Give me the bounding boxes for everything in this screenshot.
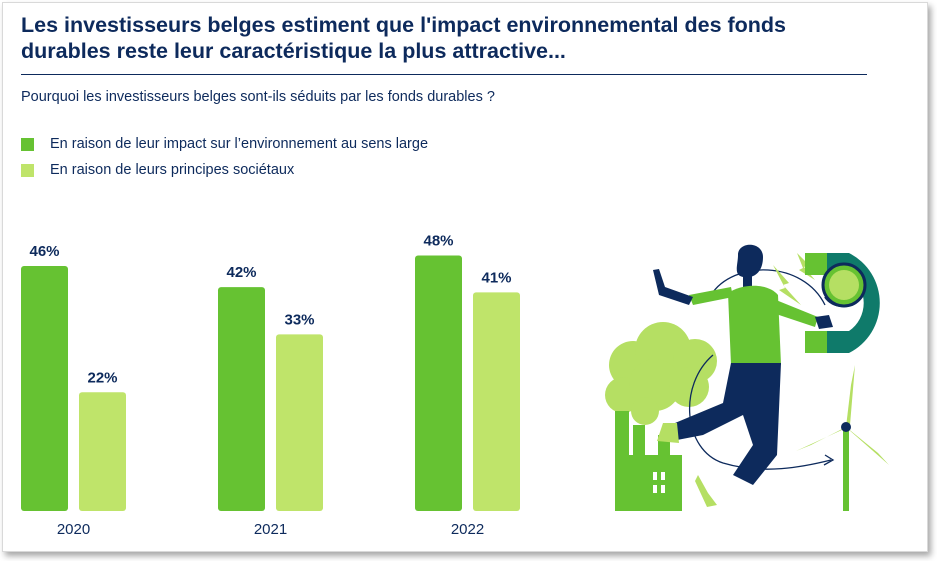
legend-swatch-series-2 xyxy=(21,163,34,177)
bar-2021-series-1 xyxy=(218,287,265,511)
legend-item-series-1: En raison de leur impact sur l’environne… xyxy=(21,131,428,157)
magnet-icon xyxy=(805,253,880,353)
sustainability-illustration xyxy=(605,244,889,511)
legend: En raison de leur impact sur l’environne… xyxy=(21,131,428,183)
data-label-2020-series-1: 46% xyxy=(29,243,59,260)
data-label-2021-series-2: 33% xyxy=(284,311,314,328)
bar-2020-series-1 xyxy=(21,266,68,511)
data-label-2022-series-2: 41% xyxy=(481,269,511,286)
factory-icon xyxy=(615,411,682,511)
legend-swatch-series-1 xyxy=(21,137,34,151)
x-tick-label-2022: 2022 xyxy=(451,521,484,538)
bar-2020-series-2 xyxy=(79,392,126,511)
smoke-cloud-icon xyxy=(605,322,717,425)
data-label-2020-series-2: 22% xyxy=(87,369,117,386)
chart-subtitle: Pourquoi les investisseurs belges sont-i… xyxy=(21,89,495,105)
x-tick-label-2020: 2020 xyxy=(57,521,90,538)
chart-card: Les investisseurs belges estiment que l'… xyxy=(2,2,928,552)
data-label-2021-series-1: 42% xyxy=(226,264,256,281)
data-label-2022-series-1: 48% xyxy=(423,233,453,250)
bar-2021-series-2 xyxy=(276,334,323,511)
wind-turbine-icon xyxy=(796,365,889,511)
person-icon xyxy=(653,244,833,507)
bar-2022-series-2 xyxy=(473,292,520,511)
lightning-icon xyxy=(773,253,815,305)
x-tick-label-2021: 2021 xyxy=(254,521,287,538)
chart-title: Les investisseurs belges estiment que l'… xyxy=(21,13,787,63)
legend-label-series-1: En raison de leur impact sur l’environne… xyxy=(50,136,429,152)
bar-2022-series-1 xyxy=(415,255,462,511)
legend-label-series-2: En raison de leurs principes sociétaux xyxy=(50,162,295,178)
bar-chart: 46% 22% 2020 42% 33% 2021 48% 41% 2022 xyxy=(21,233,520,538)
title-divider xyxy=(21,74,867,75)
legend-item-series-2: En raison de leurs principes sociétaux xyxy=(21,157,428,183)
